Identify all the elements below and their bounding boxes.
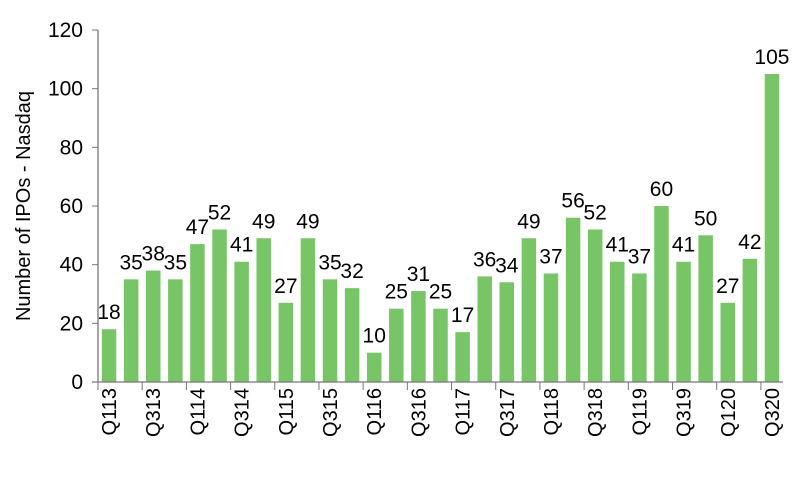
data-label: 41 <box>672 234 695 257</box>
data-label: 17 <box>451 304 474 327</box>
y-tick-label: 20 <box>60 312 83 335</box>
data-label: 105 <box>754 46 789 69</box>
bar <box>278 302 294 382</box>
y-tick-label: 60 <box>60 195 83 218</box>
y-tick-label: 100 <box>48 78 83 101</box>
bar <box>212 229 227 382</box>
y-axis-title: Number of IPOs - Nasdaq <box>13 91 35 321</box>
x-tick-label: Q317 <box>497 388 519 437</box>
data-label: 34 <box>495 254 519 277</box>
bar <box>190 244 205 382</box>
bar <box>654 206 669 382</box>
bar <box>565 217 581 382</box>
bar <box>300 238 316 382</box>
data-label: 37 <box>539 245 562 268</box>
data-label: 41 <box>606 234 629 257</box>
x-tick-label: Q319 <box>674 388 696 437</box>
data-label: 60 <box>650 178 673 201</box>
data-label: 35 <box>119 251 142 274</box>
data-label: 36 <box>473 248 496 271</box>
x-tick-label: Q118 <box>541 388 563 435</box>
x-tick-label: Q115 <box>276 388 298 435</box>
data-label: 25 <box>385 281 408 304</box>
bar <box>256 238 271 382</box>
bar <box>676 261 691 382</box>
bar <box>587 229 603 382</box>
bar <box>698 235 713 382</box>
x-tick-label: Q116 <box>364 388 386 435</box>
bar <box>123 279 139 382</box>
y-tick-label: 120 <box>48 19 83 42</box>
data-label: 37 <box>628 245 651 268</box>
data-label: 27 <box>716 275 739 298</box>
bar <box>632 273 647 382</box>
bar <box>389 308 404 382</box>
data-label: 52 <box>583 201 606 224</box>
bar <box>521 238 537 382</box>
bar <box>366 352 382 382</box>
x-tick-label: Q114 <box>187 388 209 435</box>
x-tick-label: Q313 <box>143 388 165 437</box>
data-label: 49 <box>296 210 319 233</box>
data-label: 50 <box>694 207 717 230</box>
bar <box>145 270 161 382</box>
data-label: 18 <box>97 301 120 324</box>
data-label: 25 <box>429 281 452 304</box>
bar <box>344 288 360 382</box>
bar <box>455 332 470 382</box>
data-label: 35 <box>164 251 187 274</box>
bar <box>720 302 736 382</box>
y-tick-label: 80 <box>60 136 83 159</box>
x-tick-label: Q314 <box>232 388 254 437</box>
data-label: 56 <box>561 190 584 213</box>
data-label: 31 <box>407 263 430 286</box>
x-tick-label: Q113 <box>99 388 121 435</box>
bar <box>477 276 492 382</box>
data-label: 52 <box>208 201 231 224</box>
data-label: 49 <box>252 210 275 233</box>
x-tick-label: Q318 <box>585 388 607 437</box>
y-tick-label: 40 <box>60 254 83 277</box>
bar <box>742 258 758 382</box>
data-label: 10 <box>363 325 386 348</box>
data-label: 38 <box>142 243 165 266</box>
data-label: 41 <box>230 234 253 257</box>
bar <box>543 273 559 382</box>
x-tick-label: Q320 <box>762 388 784 437</box>
bar <box>234 261 249 382</box>
data-label: 49 <box>517 210 540 233</box>
bar <box>610 261 625 382</box>
data-label: 42 <box>738 231 761 254</box>
bar <box>322 279 338 382</box>
bar <box>433 308 448 382</box>
x-tick-label: Q119 <box>629 388 651 435</box>
y-tick-label: 0 <box>71 371 83 394</box>
bar <box>499 282 515 382</box>
data-label: 27 <box>274 275 297 298</box>
bar <box>101 329 117 382</box>
bar <box>764 74 780 382</box>
x-tick-label: Q120 <box>718 388 740 437</box>
x-tick-label: Q315 <box>320 388 342 437</box>
data-label: 32 <box>340 260 363 283</box>
data-label: 47 <box>186 216 209 239</box>
bar <box>411 291 426 382</box>
x-tick-label: Q117 <box>453 388 475 435</box>
data-label: 35 <box>318 251 341 274</box>
bar <box>168 279 183 382</box>
x-tick-label: Q316 <box>408 388 430 437</box>
